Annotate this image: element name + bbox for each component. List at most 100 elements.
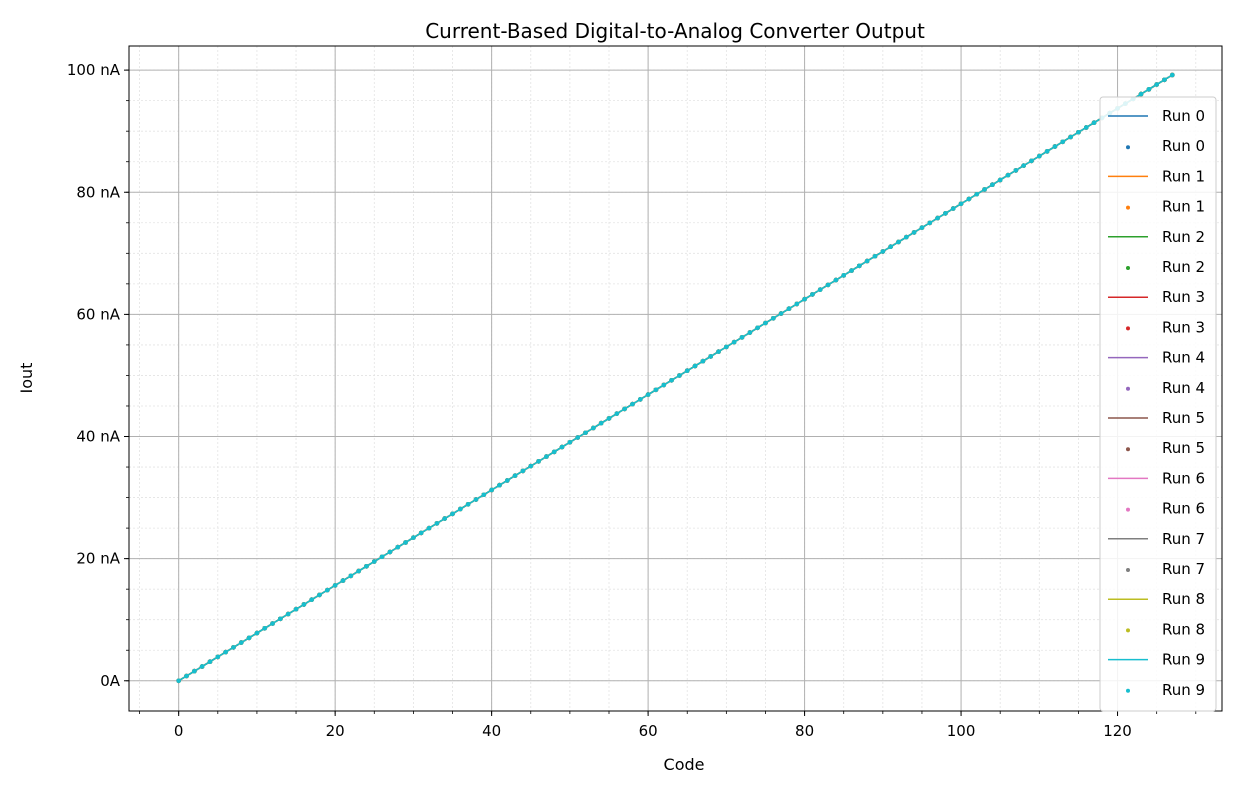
y-axis-label: Iout — [17, 363, 36, 394]
data-point — [739, 335, 745, 340]
y-axis: 0A 20 nA 40 nA 60 nA 80 nA 100 nA — [67, 61, 129, 690]
data-point — [857, 263, 862, 269]
data-point — [833, 277, 839, 283]
data-point — [794, 301, 800, 307]
x-tick-label: 80 — [795, 722, 814, 740]
x-axis: 0 20 40 60 80 100 120 — [139, 711, 1197, 740]
data-point — [982, 187, 987, 192]
data-point — [731, 339, 737, 345]
legend-label: Run 8 — [1162, 590, 1205, 608]
data-point — [1021, 163, 1026, 168]
plot-frame — [128, 45, 1223, 712]
data-point — [567, 439, 573, 445]
data-point — [1170, 72, 1175, 78]
data-point — [786, 306, 792, 312]
data-point — [309, 597, 314, 602]
x-axis-label: Code — [664, 755, 705, 774]
legend-marker-swatch — [1126, 688, 1130, 693]
data-point — [379, 554, 385, 560]
y-tick-label: 0A — [100, 672, 121, 690]
data-point — [1037, 153, 1042, 159]
data-point — [371, 559, 377, 564]
data-point — [278, 616, 283, 622]
legend-marker-swatch — [1126, 205, 1130, 210]
data-point — [591, 425, 596, 431]
data-point — [1044, 149, 1050, 154]
data-point — [864, 258, 870, 264]
major-grid — [129, 46, 1222, 711]
legend-label: Run 0 — [1162, 137, 1205, 155]
chart-title: Current-Based Digital-to-Analog Converte… — [425, 19, 925, 43]
legend-label: Run 9 — [1162, 651, 1205, 669]
data-point — [637, 397, 643, 402]
legend-label: Run 6 — [1162, 469, 1205, 487]
y-tick-label: 100 nA — [67, 61, 121, 79]
legend-marker-swatch — [1126, 326, 1130, 331]
data-point — [395, 544, 401, 550]
legend-label: Run 1 — [1162, 198, 1205, 216]
y-tick-label: 60 nA — [76, 305, 120, 323]
data-point — [192, 668, 197, 674]
legend-label: Run 5 — [1162, 439, 1205, 457]
data-point — [207, 659, 213, 664]
data-point — [872, 253, 878, 259]
data-point — [418, 530, 424, 536]
data-point — [825, 282, 831, 288]
data-point — [1091, 120, 1097, 125]
data-point — [262, 626, 268, 631]
data-point — [325, 587, 330, 593]
data-point — [911, 230, 917, 235]
data-point — [356, 568, 361, 574]
data-point — [943, 211, 948, 216]
data-point — [301, 602, 307, 607]
legend-label: Run 5 — [1162, 409, 1205, 427]
legend-label: Run 1 — [1162, 167, 1205, 185]
data-point — [512, 473, 518, 478]
data-point — [966, 196, 972, 202]
data-point — [387, 549, 393, 555]
data-point — [411, 535, 416, 540]
data-point — [904, 234, 909, 240]
legend-label: Run 7 — [1162, 530, 1205, 548]
data-point — [1052, 144, 1058, 149]
data-point — [293, 606, 299, 612]
data-point — [1138, 91, 1144, 97]
legend-label: Run 2 — [1162, 228, 1205, 246]
y-tick-label: 80 nA — [76, 183, 120, 201]
data-point — [364, 564, 369, 569]
data-point — [348, 573, 354, 579]
data-point — [199, 664, 205, 669]
data-point — [497, 482, 502, 488]
legend-marker-swatch — [1126, 628, 1130, 633]
data-point — [1005, 172, 1011, 178]
data-point — [528, 463, 534, 469]
x-tick-label: 120 — [1103, 722, 1132, 740]
data-point — [841, 273, 847, 278]
data-point — [958, 201, 964, 207]
data-point — [990, 182, 995, 188]
data-point — [778, 311, 784, 316]
data-point — [974, 191, 980, 197]
data-point — [434, 521, 440, 526]
legend-marker-swatch — [1126, 266, 1130, 270]
y-tick-label: 20 nA — [76, 550, 120, 568]
legend-marker-swatch — [1126, 507, 1130, 512]
x-tick-label: 60 — [639, 722, 658, 740]
data-point — [465, 501, 471, 507]
data-point — [285, 611, 291, 617]
data-point — [1076, 129, 1081, 135]
legend-label: Run 3 — [1162, 288, 1205, 306]
data-point — [215, 654, 221, 660]
data-point — [317, 592, 322, 598]
data-point — [692, 363, 698, 369]
data-point — [246, 635, 252, 641]
data-point — [231, 645, 236, 650]
data-point — [880, 249, 886, 254]
data-point — [223, 649, 228, 655]
data-point — [755, 325, 760, 331]
legend-label: Run 7 — [1162, 560, 1205, 578]
legend-label: Run 8 — [1162, 620, 1205, 638]
legend-label: Run 4 — [1162, 349, 1205, 367]
data-point — [677, 373, 682, 378]
